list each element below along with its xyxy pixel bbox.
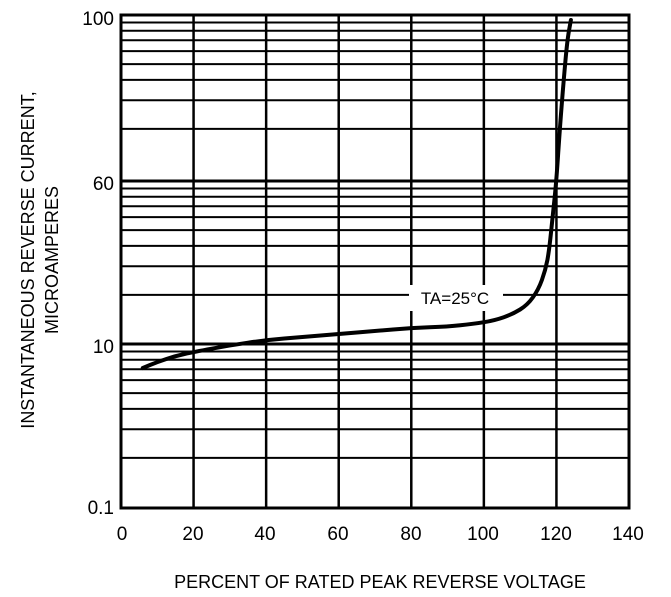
plot-frame [119, 13, 631, 510]
y-axis-label-line2: MICROAMPERES [42, 186, 62, 334]
x-tick-label-60: 60 [327, 524, 348, 545]
x-tick-label-0: 0 [117, 524, 128, 545]
reverse-current-curve [140, 18, 573, 370]
y-tick-label-10: 10 [93, 337, 114, 358]
x-tick-label-80: 80 [400, 524, 421, 545]
annotation-background [409, 285, 503, 311]
chart-grid [121, 15, 629, 508]
x-tick-label-140: 140 [612, 524, 644, 545]
y-tick-label-0-1: 0.1 [88, 498, 114, 519]
x-tick-label-40: 40 [254, 524, 275, 545]
x-tick-label-120: 120 [540, 524, 572, 545]
x-tick-label-20: 20 [182, 524, 203, 545]
y-tick-label-100: 100 [82, 9, 114, 30]
y-axis-label-line1: INSTANTANEOUS REVERSE CURRENT, [18, 91, 38, 428]
y-tick-label-60: 60 [93, 174, 114, 195]
x-tick-label-100: 100 [467, 524, 499, 545]
x-axis-label: PERCENT OF RATED PEAK REVERSE VOLTAGE [174, 572, 586, 592]
temperature-annotation: TA=25°C [421, 289, 489, 308]
